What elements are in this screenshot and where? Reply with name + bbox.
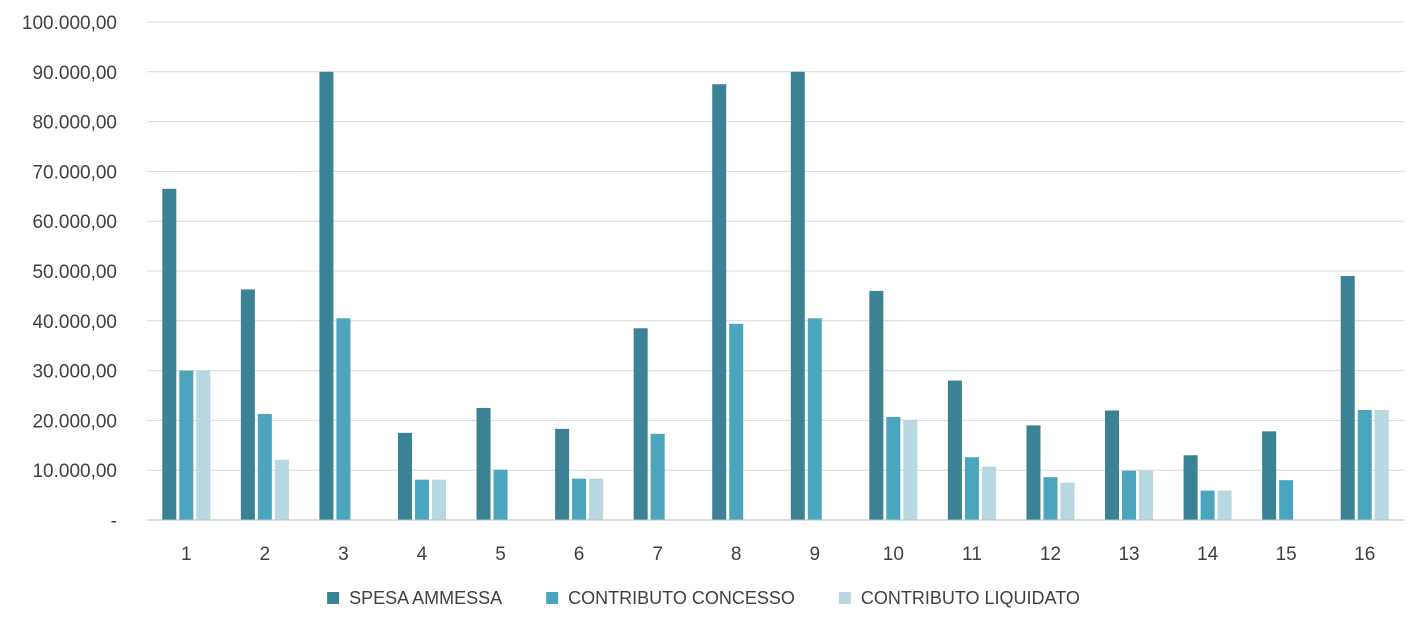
legend-item: CONTRIBUTO CONCESSO (546, 588, 795, 608)
y-tick-label: - (111, 511, 117, 532)
y-tick-label: 80.000,00 (32, 113, 117, 134)
bar-2 (964, 457, 979, 520)
bar-1 (397, 432, 412, 520)
bar-2 (257, 413, 272, 520)
x-tick-label: 1 (181, 544, 192, 565)
bar-1 (555, 428, 570, 520)
bar-2 (1279, 480, 1294, 520)
y-tick-label: 20.000,00 (32, 411, 117, 432)
bar-3 (1374, 409, 1389, 520)
x-tick-label: 3 (338, 544, 349, 565)
x-tick-label: 13 (1118, 544, 1139, 565)
x-tick-label: 4 (417, 544, 428, 565)
legend-swatch (327, 592, 340, 604)
bar-2 (572, 478, 587, 520)
bar-1 (476, 407, 491, 520)
bar-2 (414, 479, 429, 520)
bar-1 (1340, 275, 1355, 520)
bar-2 (729, 323, 744, 520)
bar-3 (196, 370, 211, 520)
bar-1 (712, 84, 727, 520)
x-tick-label: 16 (1354, 544, 1375, 565)
axes: - 10.000,00 20.000,00 30.000,00 40.000,00 50.… (22, 13, 1404, 565)
x-tick-label: 11 (962, 544, 982, 565)
bars (162, 71, 1389, 521)
bar-2 (1043, 477, 1058, 520)
bar-3 (274, 459, 289, 520)
y-tick-label: 30.000,00 (32, 362, 117, 383)
bar-1 (1026, 425, 1041, 520)
bar-2 (1357, 409, 1372, 520)
legend-item: SPESA AMMESSA (327, 588, 502, 608)
x-tick-label: 8 (731, 544, 742, 565)
y-tick-label: 50.000,00 (32, 262, 117, 283)
y-tick-label: 40.000,00 (32, 312, 117, 333)
bar-3 (1217, 490, 1232, 520)
x-tick-label: 7 (652, 544, 663, 565)
bar-1 (1262, 431, 1277, 520)
bar-2 (886, 416, 901, 520)
bar-1 (633, 328, 648, 520)
x-tick-label: 2 (260, 544, 271, 565)
bar-2 (336, 318, 351, 520)
gridlines (147, 21, 1404, 471)
bar-2 (650, 433, 665, 520)
bar-2 (807, 318, 822, 520)
bar-1 (869, 290, 884, 520)
x-tick-label: 9 (809, 544, 820, 565)
bar-1 (240, 289, 255, 520)
legend-item: CONTRIBUTO LIQUIDATO (838, 588, 1080, 608)
legend-label: CONTRIBUTO CONCESSO (568, 588, 795, 608)
legend-swatch (838, 592, 851, 604)
legend-label: CONTRIBUTO LIQUIDATO (861, 588, 1080, 608)
bar-3 (431, 479, 446, 520)
bar-1 (162, 188, 177, 520)
bar-2 (1122, 470, 1137, 520)
bar-1 (947, 380, 962, 520)
y-tick-label: 70.000,00 (32, 162, 117, 183)
y-tick-label: 90.000,00 (32, 63, 117, 84)
bar-3 (981, 466, 996, 520)
x-tick-label: 5 (495, 544, 506, 565)
x-tick-label: 6 (574, 544, 585, 565)
bar-1 (1105, 410, 1120, 520)
bar-3 (903, 419, 918, 520)
bar-3 (589, 478, 604, 520)
legend-swatch (546, 592, 559, 604)
bar-1 (1183, 455, 1198, 520)
y-tick-label: 10.000,00 (32, 461, 117, 482)
legend-label: SPESA AMMESSA (349, 588, 502, 608)
bar-2 (1200, 490, 1215, 520)
legend: SPESA AMMESSA CONTRIBUTO CONCESSO CONTRIBU… (327, 588, 1080, 608)
x-tick-label: 15 (1276, 544, 1297, 565)
x-tick-label: 10 (883, 544, 904, 565)
y-tick-label: 60.000,00 (32, 212, 117, 233)
bar-2 (493, 469, 508, 520)
x-tick-label: 14 (1197, 544, 1219, 565)
bar-3 (1139, 470, 1154, 520)
bar-1 (790, 71, 805, 521)
y-tick-label: 100.000,00 (22, 13, 117, 34)
x-tick-label: 12 (1040, 544, 1061, 565)
bar-3 (1060, 482, 1075, 520)
bar-2 (179, 370, 194, 520)
bar-1 (319, 71, 334, 521)
